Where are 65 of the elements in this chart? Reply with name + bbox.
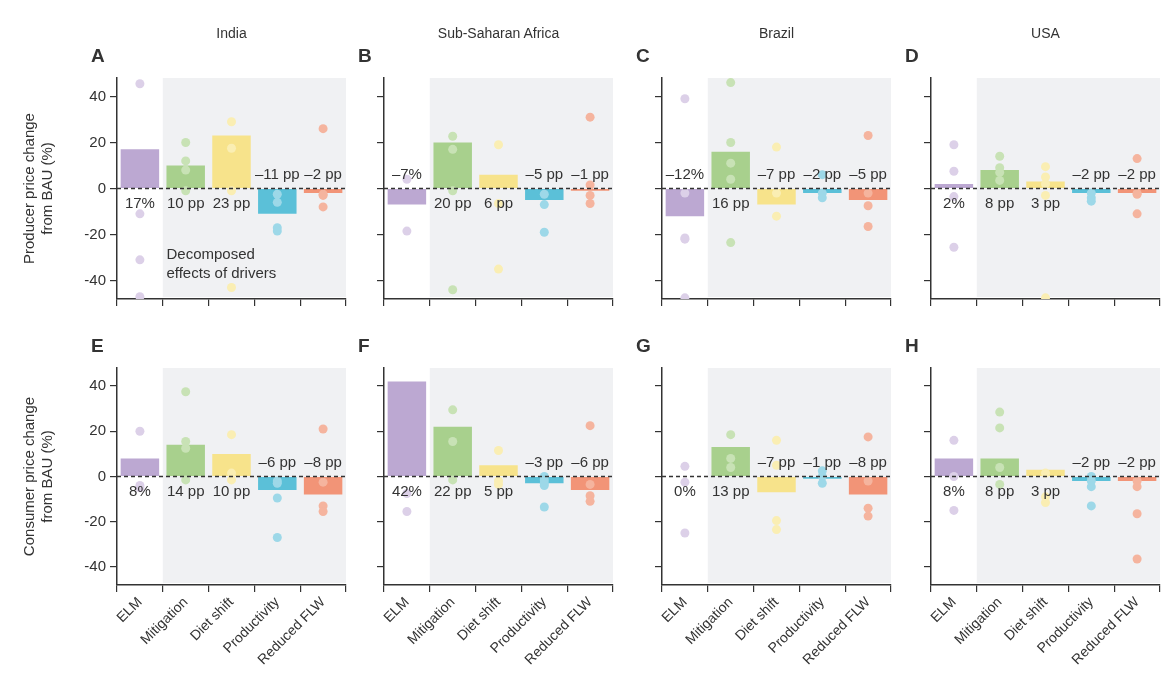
data-label: 17% — [124, 194, 155, 212]
data-label: 13 pp — [711, 482, 750, 500]
data-label: 10 pp — [212, 482, 251, 500]
chart-subtitle: India — [216, 24, 247, 41]
data-label: –2 pp — [304, 165, 342, 183]
annotation: Decomposed effects of drivers — [166, 245, 277, 282]
data-label: –5 pp — [525, 165, 564, 183]
data-label: 14 pp — [166, 482, 205, 500]
y-axis-title: Producer price change from BAU (%) — [20, 113, 56, 264]
data-label: –7 pp — [757, 453, 796, 471]
data-label: 20 pp — [433, 194, 472, 212]
y-tick-label: -40 — [84, 270, 106, 288]
data-label: –11 pp — [254, 165, 300, 183]
data-label: 8% — [129, 482, 151, 500]
y-axis-title: Consumer price change from BAU (%) — [20, 396, 56, 557]
data-label: 22 pp — [433, 482, 472, 500]
data-label: –12% — [665, 165, 705, 183]
data-label: 8 pp — [985, 482, 1015, 500]
chart-subtitle: Sub-Saharan Africa — [437, 24, 560, 41]
y-tick-label: -40 — [84, 557, 106, 575]
y-tick-label: 0 — [97, 178, 106, 196]
data-label: –2 pp — [803, 165, 842, 183]
chart-title: D — [905, 45, 919, 67]
chart-title: G — [636, 335, 651, 357]
data-label: 42% — [391, 482, 422, 500]
data-label: 10 pp — [166, 194, 205, 212]
data-label: –2 pp — [1072, 453, 1111, 471]
data-label: –2 pp — [1118, 453, 1156, 471]
chart-title: B — [358, 45, 372, 67]
y-tick-label: 20 — [89, 421, 106, 439]
chart-title: H — [905, 335, 919, 357]
chart-title: C — [636, 45, 650, 67]
data-label: 16 pp — [711, 194, 750, 212]
data-label: 2% — [943, 194, 965, 212]
data-label: 6 pp — [483, 194, 514, 212]
data-label: –2 pp — [1072, 165, 1111, 183]
data-label: 23 pp — [212, 194, 251, 212]
data-label: –1 pp — [571, 165, 609, 183]
data-label: 8% — [943, 482, 965, 500]
chart-title: E — [91, 335, 104, 357]
data-label: –7% — [391, 165, 422, 183]
y-tick-label: 20 — [89, 132, 106, 150]
data-label: 3 pp — [1030, 194, 1061, 212]
data-label: –7 pp — [757, 165, 796, 183]
data-label: –3 pp — [525, 453, 564, 471]
chart-title: F — [358, 335, 370, 357]
chart-subtitle: USA — [1031, 24, 1061, 41]
chart-subtitle: Brazil — [758, 24, 795, 41]
chart-title: A — [91, 45, 105, 67]
y-tick-label: 40 — [89, 86, 106, 104]
data-label: –5 pp — [849, 165, 887, 183]
y-tick-label: -20 — [84, 224, 106, 242]
data-label: –8 pp — [304, 453, 342, 471]
data-label: 0% — [674, 482, 696, 500]
y-tick-label: 40 — [89, 376, 106, 394]
y-tick-label: 0 — [97, 466, 106, 484]
data-label: 3 pp — [1030, 482, 1061, 500]
data-label: 5 pp — [483, 482, 514, 500]
data-label: –2 pp — [1118, 165, 1156, 183]
y-tick-label: -20 — [84, 511, 106, 529]
data-label: –6 pp — [571, 453, 609, 471]
data-label: –6 pp — [258, 453, 297, 471]
data-label: –1 pp — [803, 453, 842, 471]
data-label: –8 pp — [849, 453, 887, 471]
data-label: 8 pp — [985, 194, 1015, 212]
